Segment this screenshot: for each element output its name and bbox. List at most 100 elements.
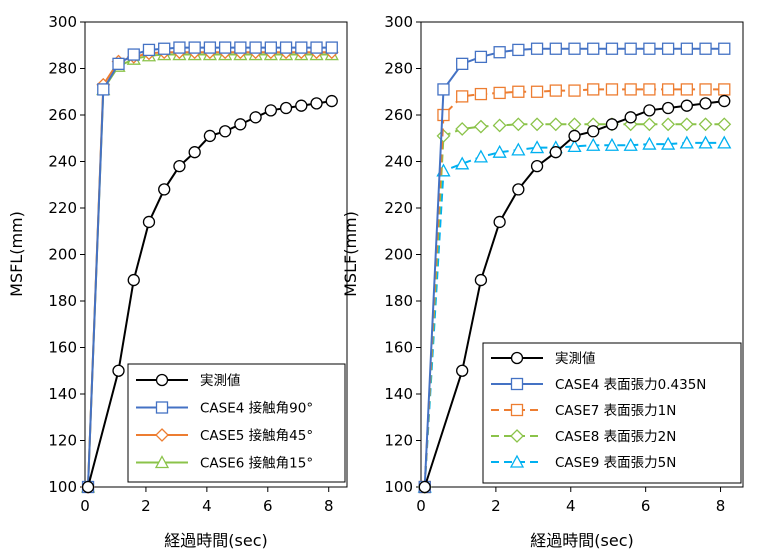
data-point — [127, 48, 140, 61]
y-tick-label: 220 — [48, 199, 77, 217]
legend-label: CASE8 表面張力2N — [555, 429, 676, 445]
data-point — [679, 117, 694, 132]
data-point — [127, 273, 140, 287]
data-point — [661, 117, 676, 132]
y-tick-label: 100 — [48, 478, 77, 496]
series-line — [423, 100, 725, 488]
data-point — [158, 183, 171, 196]
data-point — [587, 42, 600, 55]
y-tick-label: 280 — [384, 60, 413, 78]
data-point — [188, 146, 201, 159]
legend-marker — [155, 373, 169, 387]
y-tick-label: 280 — [48, 60, 77, 78]
data-point — [567, 139, 582, 153]
legend-label: 実測値 — [200, 373, 241, 389]
series-0 — [418, 94, 731, 494]
legend-marker — [510, 351, 524, 365]
legend-label: 実測値 — [555, 351, 596, 367]
data-point — [624, 83, 637, 96]
series-line — [423, 141, 725, 488]
data-point — [605, 83, 619, 96]
data-point — [456, 57, 469, 70]
x-tick-label: 0 — [80, 497, 90, 515]
data-point — [474, 273, 488, 287]
data-point — [717, 135, 732, 149]
legend-marker — [154, 455, 170, 469]
series-3 — [417, 117, 732, 494]
legend-marker — [155, 428, 169, 442]
data-point — [512, 183, 525, 196]
y-tick-label: 180 — [384, 292, 413, 310]
series-line — [87, 100, 332, 488]
y-tick-label: 160 — [384, 339, 413, 357]
data-point — [549, 146, 562, 159]
x-tick-label: 4 — [566, 497, 576, 515]
data-point — [158, 42, 171, 55]
data-point — [698, 135, 713, 149]
data-point — [643, 104, 656, 117]
y-tick-label: 200 — [48, 246, 77, 264]
data-point — [642, 136, 657, 150]
data-point — [699, 42, 712, 55]
data-point — [188, 41, 201, 54]
data-point — [218, 41, 232, 54]
x-tick-label: 0 — [416, 497, 426, 515]
series-2 — [418, 83, 731, 494]
y-tick-label: 300 — [48, 13, 77, 31]
data-point — [529, 140, 545, 154]
data-point — [679, 135, 694, 149]
y-tick-label: 140 — [384, 385, 413, 403]
data-point — [112, 364, 125, 377]
series-4 — [417, 135, 732, 493]
y-tick-label: 260 — [48, 106, 77, 124]
data-point — [218, 125, 232, 138]
x-tick-label: 8 — [716, 497, 726, 515]
data-point — [698, 117, 713, 132]
y-tick-label: 160 — [48, 339, 77, 357]
data-point — [642, 117, 657, 132]
data-point — [530, 117, 544, 132]
data-point — [568, 129, 581, 143]
data-point — [680, 99, 693, 112]
legend: 実測値 CASE4 表面張力0.435N CASE7 表面張力1N CASE8 表面張… — [482, 342, 742, 484]
data-point — [437, 83, 450, 96]
y-tick-label: 100 — [384, 478, 413, 496]
data-point — [493, 86, 506, 100]
legend-marker — [510, 429, 524, 443]
data-point — [661, 136, 676, 150]
y-axis-label: MSFL(mm) — [7, 211, 26, 297]
data-point — [279, 101, 293, 115]
data-point — [173, 159, 186, 173]
data-point — [643, 42, 656, 55]
data-point — [512, 85, 525, 98]
legend-label: CASE5 接触角45° — [200, 427, 313, 444]
series-1 — [81, 41, 338, 494]
y-tick-label: 260 — [384, 106, 413, 124]
data-point — [325, 94, 338, 108]
data-point — [474, 87, 488, 101]
data-point — [605, 118, 619, 131]
data-point — [661, 101, 675, 115]
data-point — [310, 97, 323, 110]
data-point — [549, 42, 562, 55]
data-point — [661, 42, 675, 55]
y-tick-label: 180 — [48, 292, 77, 310]
legend-box — [482, 342, 742, 484]
data-point — [530, 159, 544, 173]
legend-marker — [155, 401, 169, 414]
y-tick-label: 120 — [48, 432, 77, 450]
x-tick-label: 4 — [202, 497, 212, 515]
legend-label: CASE9 表面張力5N — [555, 455, 676, 471]
data-point — [492, 144, 507, 158]
data-point — [587, 83, 600, 96]
legend-label: CASE7 表面張力1N — [555, 403, 676, 419]
y-tick-label: 220 — [384, 199, 413, 217]
legend-marker — [510, 403, 524, 417]
data-point — [264, 41, 277, 54]
data-point — [567, 117, 582, 132]
data-point — [456, 90, 469, 103]
data-point — [549, 84, 562, 97]
data-point — [512, 43, 525, 57]
data-point — [492, 118, 507, 133]
